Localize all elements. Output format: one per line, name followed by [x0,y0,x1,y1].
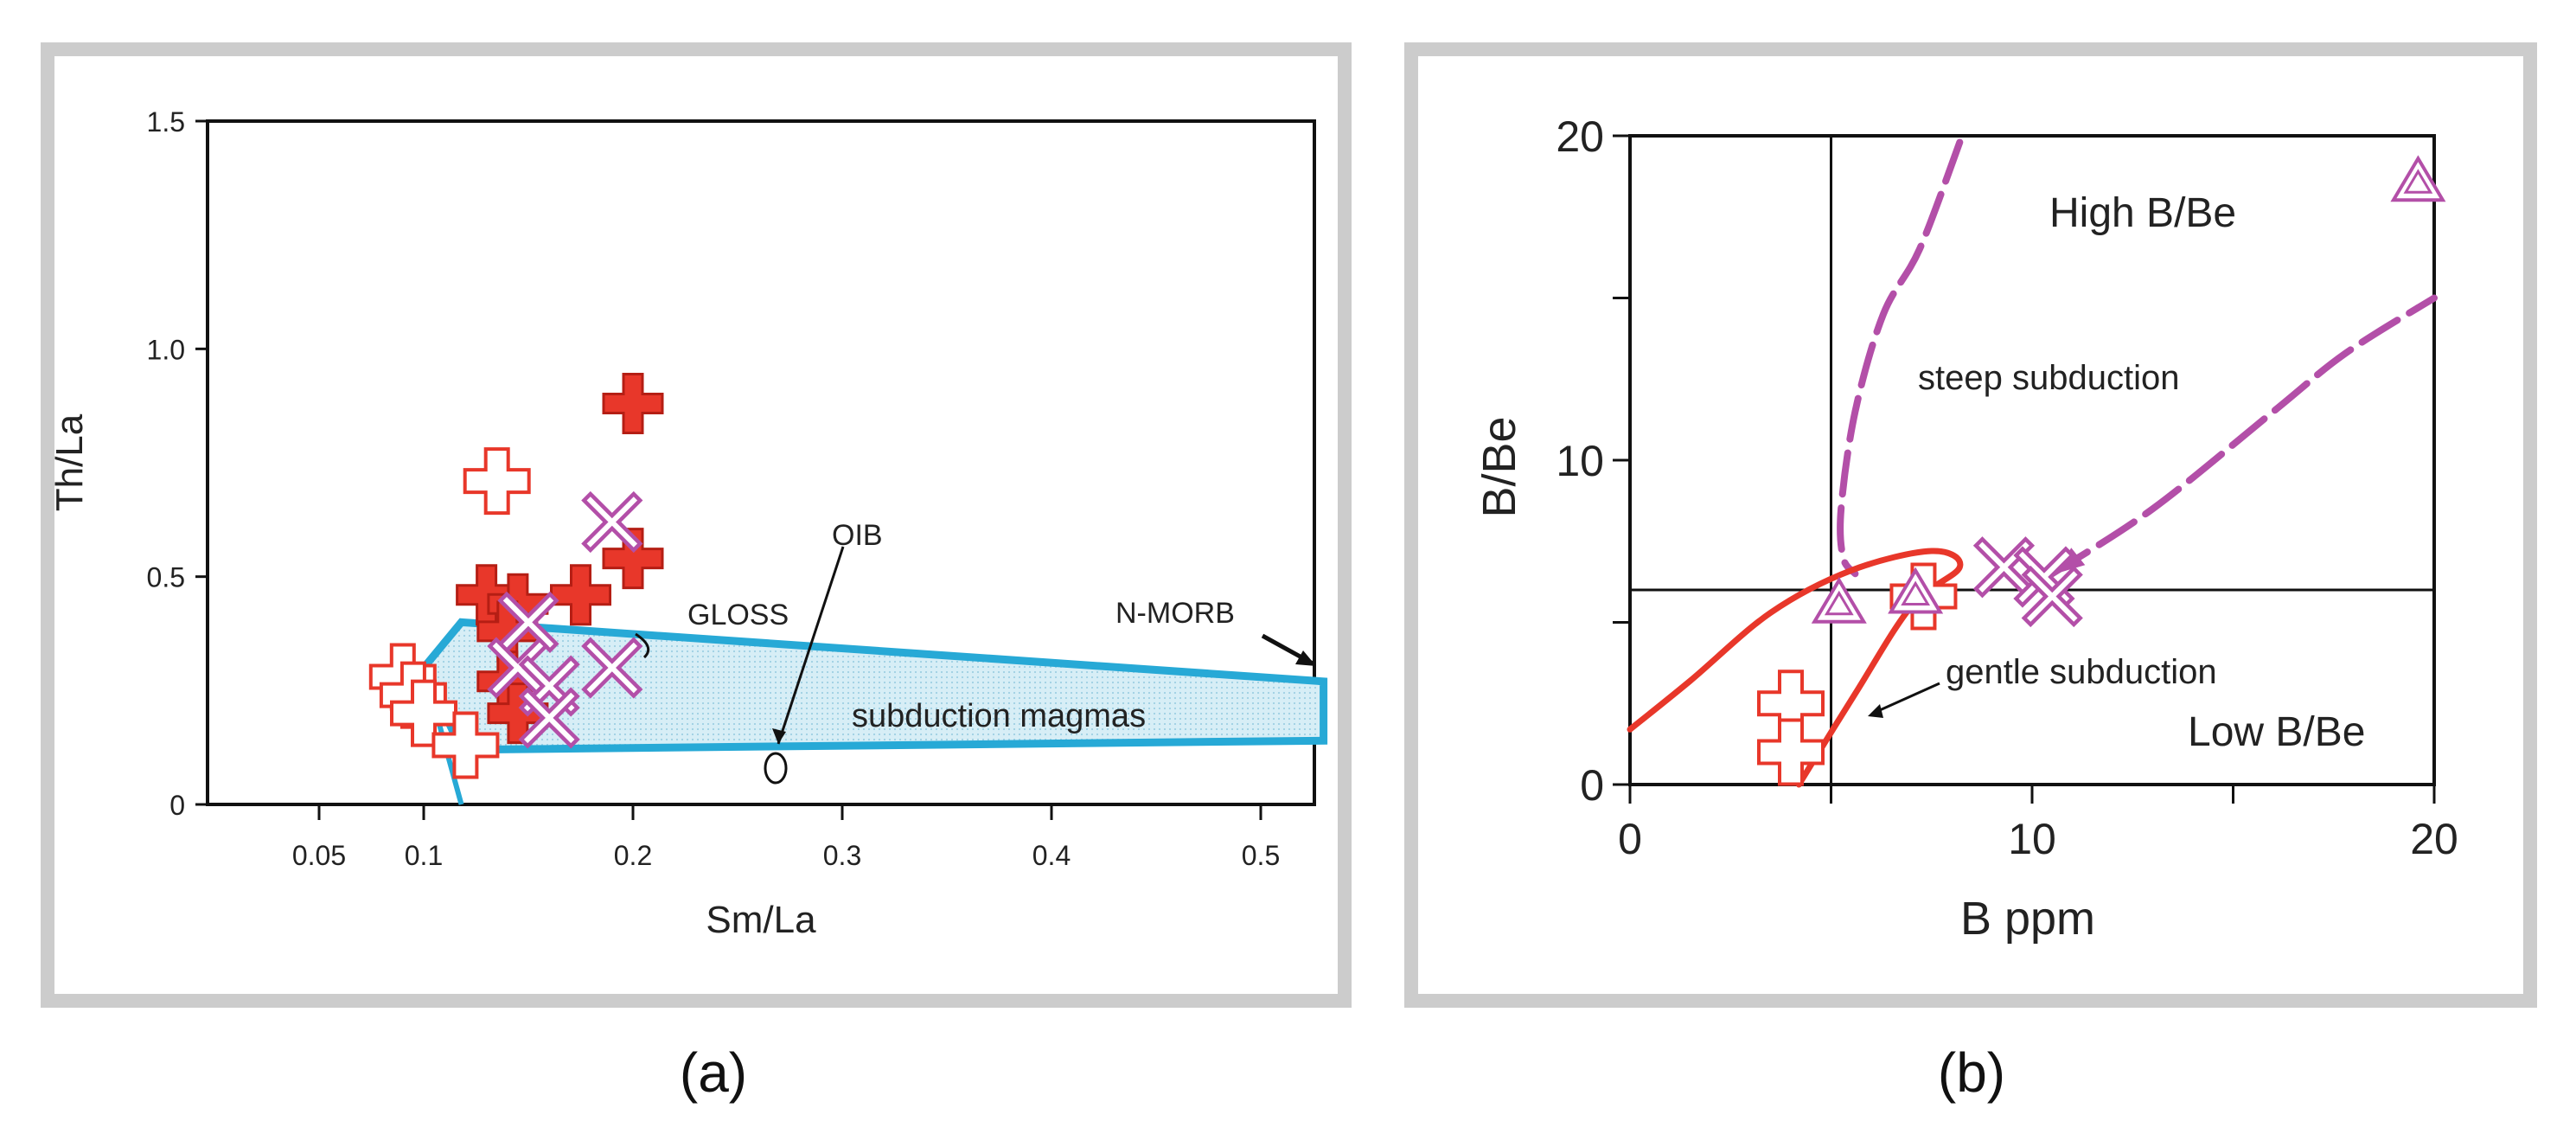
annotation-low-b-be: Low B/Be [2188,709,2365,755]
panel-a-xlabel: Sm/La [706,899,816,941]
panel-a-ylabel: Th/La [48,413,91,511]
annotation-gloss: GLOSS [687,599,789,631]
b-x-tick-label: 0 [1618,815,1642,863]
b-curve-2 [1627,548,1964,788]
gentle-subduction-arrow [1871,682,1940,715]
caption-a: (a) [680,1041,747,1104]
field-label-subduction-magmas: subduction magmas [852,698,1146,734]
a-point-x-4 [581,637,643,699]
a-x-tick-label: 0.2 [614,840,652,871]
oib-marker [764,752,788,785]
annotation-n-morb: N-MORB [1115,597,1235,630]
b-point-open-triangle-0 [1811,576,1867,624]
a-y-tick-label: 1.5 [147,106,185,138]
field-subduction-magmas [419,618,1328,754]
b-y-tick-label: 0 [1580,761,1604,810]
b-x-tick-label: 20 [2410,815,2458,863]
gentle-subduction-arrowhead [1868,704,1883,718]
a-point-filled-plus-0 [602,373,664,435]
panel-b-plot-area [1628,134,2436,786]
a-x-tick-label: 0.3 [823,840,861,871]
a-x-tick-label: 0.1 [405,840,443,871]
a-point-x-0 [581,490,643,554]
a-point-filled-plus-1 [602,528,664,590]
annotation-gentle-subduction: gentle subduction [1946,653,2217,691]
annotation-oib: OIB [832,519,883,552]
b-y-tick-label: 20 [1556,112,1604,161]
a-point-x-1 [497,591,559,653]
n-morb-arrowhead [1295,650,1316,666]
gloss-arrow [635,632,650,659]
a-y-tick-label: 0.5 [147,562,185,593]
a-y-tick-label: 0 [169,790,185,821]
b-point-open-triangle-1 [1888,567,1944,614]
a-point-open-plus-0 [463,447,531,516]
oib-arrowhead [772,728,786,744]
panel-b-xlabel: B ppm [1960,893,2095,945]
panel-b: 0 10 20 0 10 20 B ppm B/Be High B/Be steep su… [1404,42,2537,1008]
panel-a: 0.05 0.1 0.2 0.3 0.4 0.5 0 0.5 1.0 1.5 Sm/La Th/L… [41,42,1352,1008]
annotation-high-b-be: High B/Be [2049,190,2236,236]
b-point-open-triangle-2 [2390,155,2446,202]
a-point-filled-plus-2 [550,564,611,626]
caption-b: (b) [1938,1041,2005,1104]
b-curve-1 [2049,294,2438,578]
panel-b-ylabel: B/Be [1473,416,1525,517]
a-point-open-plus-4 [431,711,500,779]
b-x-tick-label: 10 [2008,815,2056,863]
b-point-x-2 [2021,565,2083,628]
a-point-x-2 [487,637,549,699]
annotation-steep-subduction: steep subduction [1918,359,2179,397]
a-x-tick-label: 0.05 [292,840,346,871]
b-y-tick-label: 10 [1556,437,1604,485]
a-x-tick-label: 0.5 [1242,840,1280,871]
b-point-open-plus-1 [1757,718,1825,786]
a-x-tick-label: 0.4 [1032,840,1071,871]
a-point-x-5 [518,687,580,749]
oib-arrow [777,546,845,745]
a-y-tick-label: 1.0 [147,334,185,365]
